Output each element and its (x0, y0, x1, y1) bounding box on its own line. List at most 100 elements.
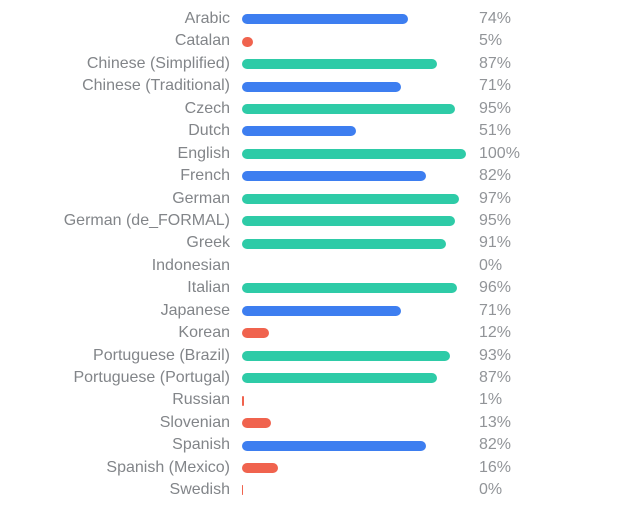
bar-track (242, 238, 466, 249)
percent-label: 91% (479, 234, 512, 252)
language-label: Indonesian (151, 256, 230, 274)
language-label: French (180, 167, 230, 185)
bar (242, 440, 426, 451)
chart-row: Chinese (Traditional) 71% (0, 75, 622, 97)
language-label: Catalan (174, 32, 230, 50)
chart-row: Slovenian 13% (0, 412, 622, 434)
percent-label: 95% (479, 99, 512, 117)
percent-label: 51% (479, 122, 512, 140)
language-label: Portuguese (Portugal) (73, 369, 230, 386)
bar (242, 103, 455, 114)
chart-row: Dutch 51% (0, 120, 622, 142)
language-label: Greek (186, 234, 230, 252)
chart-row: Swedish 0% (0, 479, 622, 501)
bar-track (242, 373, 466, 384)
bar (242, 81, 402, 92)
language-label: Chinese (Simplified) (86, 54, 230, 72)
bar-track (242, 440, 466, 451)
bar (242, 36, 254, 47)
percent-label: 16% (479, 458, 512, 476)
bar (242, 373, 437, 384)
bar (242, 171, 426, 182)
percent-label: 97% (479, 189, 512, 207)
bar (242, 418, 272, 429)
bar-track (242, 171, 466, 182)
bar-track (242, 126, 466, 137)
bar-track (242, 81, 466, 92)
language-label: Italian (187, 279, 230, 297)
bar (242, 14, 408, 25)
bar (242, 328, 269, 339)
percent-label: 95% (479, 211, 512, 229)
bar-track (242, 350, 466, 361)
bar (242, 283, 458, 294)
percent-label: 87% (479, 54, 512, 72)
language-label: German (de_FORMAL) (63, 211, 230, 229)
language-label: Japanese (160, 301, 230, 319)
chart-row: Greek 91% (0, 232, 622, 254)
chart-row: German (de_FORMAL) 95% (0, 210, 622, 232)
bar (242, 485, 244, 496)
bar (242, 59, 437, 70)
bar-track (242, 261, 466, 271)
language-label: Czech (184, 99, 230, 117)
percent-label: 1% (479, 391, 503, 409)
percent-label: 71% (479, 77, 512, 95)
percent-label: 13% (479, 413, 512, 431)
language-label: Spanish (Mexico) (106, 458, 230, 476)
bar-track (242, 193, 466, 204)
chart-row: German 97% (0, 188, 622, 210)
language-label: Arabic (184, 10, 230, 27)
bar (242, 395, 245, 406)
percent-label: 82% (479, 436, 512, 454)
percent-label: 71% (479, 301, 512, 319)
bar (242, 126, 357, 137)
language-label: Slovenian (159, 413, 230, 431)
language-label: Chinese (Traditional) (82, 77, 230, 95)
bar-track (242, 103, 466, 114)
bar-track (242, 14, 466, 25)
percent-label: 93% (479, 346, 512, 364)
percent-label: 100% (479, 144, 520, 162)
bar-track (242, 148, 466, 159)
language-label: Russian (172, 391, 230, 409)
bar-track (242, 328, 466, 339)
chart-row: Italian 96% (0, 277, 622, 299)
bar-track (242, 36, 466, 47)
bar-track (242, 418, 466, 429)
percent-label: 74% (479, 10, 512, 27)
language-label: Dutch (188, 122, 230, 140)
chart-row: Korean 12% (0, 322, 622, 344)
chart-row: Russian 1% (0, 389, 622, 411)
chart-row: Portuguese (Portugal) 87% (0, 367, 622, 389)
bar (242, 216, 455, 227)
language-label: Spanish (172, 436, 230, 454)
translation-status-chart: Arabic 74% Catalan 5% Chinese (Simplifie… (0, 8, 622, 501)
bar (242, 305, 402, 316)
chart-row: Chinese (Simplified) 87% (0, 53, 622, 75)
bar (242, 350, 451, 361)
bar-track (242, 305, 466, 316)
chart-row: French 82% (0, 165, 622, 187)
language-label: Swedish (169, 481, 230, 499)
bar-track (242, 283, 466, 294)
chart-row: Portuguese (Brazil) 93% (0, 345, 622, 367)
percent-label: 0% (479, 256, 503, 274)
percent-label: 82% (479, 167, 512, 185)
bar (242, 238, 446, 249)
language-label: Portuguese (Brazil) (93, 346, 230, 364)
percent-label: 0% (479, 481, 503, 499)
chart-row: English 100% (0, 143, 622, 165)
chart-row: Arabic 74% (0, 8, 622, 30)
bar-track (242, 59, 466, 70)
percent-label: 96% (479, 279, 512, 297)
language-label: German (172, 189, 230, 207)
bar-track (242, 485, 466, 496)
chart-row: Catalan 5% (0, 30, 622, 52)
bar (242, 148, 466, 159)
bar-track (242, 395, 466, 406)
chart-row: Indonesian 0% (0, 255, 622, 277)
percent-label: 5% (479, 32, 503, 50)
chart-row: Czech 95% (0, 98, 622, 120)
bar (242, 462, 278, 473)
